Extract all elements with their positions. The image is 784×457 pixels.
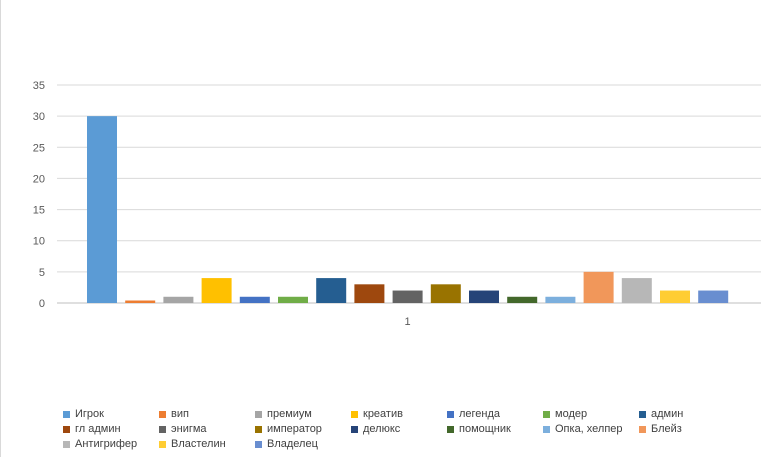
bar (316, 278, 347, 303)
bar (545, 296, 576, 303)
bar (583, 271, 614, 303)
legend-label: Властелин (171, 438, 226, 450)
bar (507, 296, 538, 303)
legend-item: легенда (447, 407, 533, 421)
legend-swatch (639, 410, 646, 418)
legend-item: Владелец (255, 437, 341, 451)
legend-label: легенда (459, 408, 501, 420)
legend-item: гл админ (63, 422, 149, 436)
legend-label: Игрок (75, 408, 104, 420)
bar (163, 296, 194, 303)
legend-item: помощник (447, 422, 533, 436)
legend-label: Владелец (267, 438, 318, 450)
legend-swatch (351, 410, 358, 418)
bar (125, 300, 156, 303)
legend-label: Антигрифер (75, 438, 138, 450)
legend: Игрок вип премиум креатив легенда модер админ г… (63, 407, 763, 451)
y-tick-label: 30 (33, 111, 45, 123)
legend-item: Опка, хелпер (543, 422, 629, 436)
legend-label: админ (651, 408, 684, 420)
legend-label: помощник (459, 423, 511, 435)
bar (239, 296, 270, 303)
bar (201, 278, 232, 303)
legend-swatch (447, 410, 454, 418)
legend-label: премиум (267, 408, 312, 420)
legend-item: креатив (351, 407, 437, 421)
y-tick-label: 35 (33, 80, 45, 92)
y-tick-label: 5 (39, 267, 45, 279)
legend-item: модер (543, 407, 629, 421)
bar (278, 296, 308, 303)
legend-item: энигма (159, 422, 245, 436)
legend-label: креатив (363, 408, 403, 420)
legend-swatch (63, 410, 70, 418)
y-tick-label: 25 (33, 142, 45, 154)
legend-item: вип (159, 407, 245, 421)
legend-item: Властелин (159, 437, 245, 451)
legend-swatch (639, 425, 646, 433)
y-tick-label: 20 (33, 173, 45, 185)
legend-swatch (351, 425, 358, 433)
legend-swatch (447, 425, 454, 433)
legend-item: Игрок (63, 407, 149, 421)
legend-label: модер (555, 408, 588, 420)
bar-chart: 0 5 10 15 20 25 30 35 1 (33, 80, 761, 328)
legend-swatch (63, 440, 70, 448)
legend-label: энигма (171, 423, 207, 435)
legend-label: делюкс (363, 423, 401, 435)
bar (430, 284, 461, 303)
legend-label: вип (171, 408, 189, 420)
legend-swatch (543, 410, 550, 418)
legend-item: Антигрифер (63, 437, 149, 451)
legend-label: Опка, хелпер (555, 423, 623, 435)
legend-swatch (159, 410, 166, 418)
bar (469, 290, 499, 303)
y-tick-label: 0 (39, 298, 45, 310)
legend-label: гл админ (75, 423, 121, 435)
legend-item: премиум (255, 407, 341, 421)
legend-swatch (159, 425, 166, 433)
legend-swatch (255, 425, 262, 433)
legend-swatch (255, 410, 262, 418)
legend-item: Блейз (639, 422, 725, 436)
legend-label: Блейз (651, 423, 682, 435)
y-tick-label: 10 (33, 236, 45, 248)
legend-item: делюкс (351, 422, 437, 436)
legend-swatch (255, 440, 262, 448)
bar (392, 290, 423, 303)
bar (87, 116, 117, 304)
y-tick-label: 15 (33, 205, 45, 217)
bar (621, 278, 652, 303)
bar (660, 290, 690, 303)
bar (698, 290, 729, 303)
x-category-label: 1 (405, 316, 411, 328)
legend-item: император (255, 422, 341, 436)
legend-swatch (159, 440, 166, 448)
legend-label: император (267, 423, 322, 435)
legend-swatch (543, 425, 550, 433)
legend-item: админ (639, 407, 725, 421)
legend-swatch (63, 425, 70, 433)
bar (354, 284, 385, 303)
